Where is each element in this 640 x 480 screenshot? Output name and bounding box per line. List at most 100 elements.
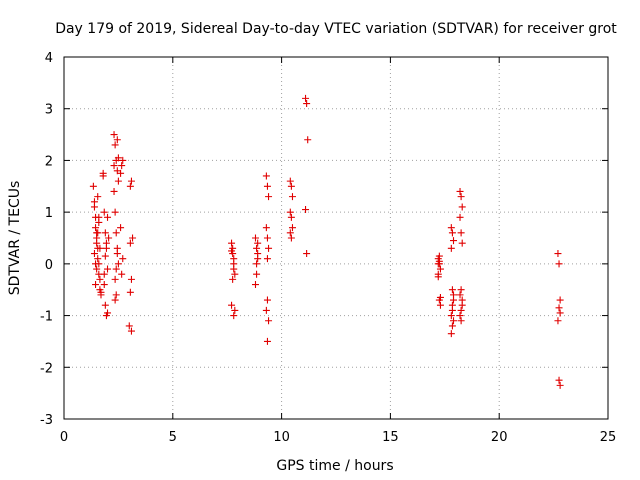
data-point [555, 260, 563, 268]
data-point [126, 182, 134, 190]
data-point [99, 169, 107, 177]
data-point [90, 250, 98, 258]
data-point [253, 244, 261, 252]
data-point [101, 252, 109, 260]
data-point [555, 304, 563, 312]
data-point [265, 244, 273, 252]
data-point [448, 306, 456, 314]
data-point [113, 250, 121, 258]
data-point [110, 131, 118, 139]
data-point [434, 260, 442, 268]
y-tick-label: 2 [45, 154, 53, 169]
y-tick-label: 3 [45, 103, 53, 118]
data-point [262, 306, 270, 314]
y-axis-title: SDTVAR / TECUs [7, 181, 23, 296]
data-point [286, 229, 294, 237]
data-point [97, 288, 105, 296]
data-point [253, 260, 261, 268]
y-tick-label: -3 [40, 413, 53, 428]
data-point [117, 169, 125, 177]
data-point [447, 244, 455, 252]
y-tick-label: 1 [45, 206, 53, 221]
data-point [457, 229, 465, 237]
data-point [114, 260, 122, 268]
data-point [125, 322, 133, 330]
data-point [287, 234, 295, 242]
data-point [458, 239, 466, 247]
x-axis-title: GPS time / hours [276, 458, 393, 474]
data-point [102, 239, 110, 247]
data-point [456, 312, 464, 320]
data-point [251, 234, 259, 242]
chart-title: Day 179 of 2019, Sidereal Day-to-day VTE… [55, 21, 617, 37]
data-point [94, 255, 102, 263]
data-point [448, 229, 456, 237]
data-point [436, 265, 444, 273]
data-point [127, 275, 135, 283]
data-point [100, 208, 108, 216]
data-point [287, 182, 295, 190]
data-point [251, 281, 259, 289]
data-point [92, 260, 100, 268]
data-point [94, 229, 102, 237]
data-point [287, 213, 295, 221]
data-point [92, 281, 100, 289]
data-point [114, 177, 122, 185]
data-point [448, 322, 456, 330]
data-point [94, 193, 102, 201]
y-tick-label: 4 [45, 51, 53, 66]
data-point [110, 187, 118, 195]
data-point [101, 301, 109, 309]
data-point [456, 187, 464, 195]
data-point [457, 317, 465, 325]
data-point [113, 136, 121, 144]
data-point [303, 250, 311, 258]
y-tick-label: -1 [40, 310, 53, 325]
grid [64, 57, 608, 419]
data-point [90, 203, 98, 211]
data-point [119, 255, 127, 263]
data-point [303, 100, 311, 108]
data-point [126, 288, 134, 296]
data-point [457, 193, 465, 201]
data-point [288, 224, 296, 232]
data-point [118, 162, 126, 170]
data-point [262, 224, 270, 232]
data-point [127, 327, 135, 335]
data-point [447, 330, 455, 338]
data-point [104, 309, 112, 317]
data-point [111, 141, 119, 149]
data-points [89, 94, 564, 389]
data-point [96, 275, 104, 283]
data-point [112, 265, 120, 273]
data-point [286, 177, 294, 185]
data-point [457, 286, 465, 294]
data-point [112, 291, 120, 299]
data-point [436, 301, 444, 309]
data-point [119, 156, 127, 164]
data-point [263, 182, 271, 190]
data-point [556, 381, 564, 389]
data-point [230, 312, 238, 320]
y-tick-label: 0 [45, 258, 53, 273]
data-point [126, 239, 134, 247]
data-point [254, 239, 262, 247]
data-point [436, 293, 444, 301]
data-point [101, 229, 109, 237]
data-point [555, 376, 563, 384]
data-point [263, 234, 271, 242]
data-point [230, 255, 238, 263]
data-point [228, 301, 236, 309]
data-point [263, 337, 271, 345]
data-point [265, 317, 273, 325]
axis-ticks: 0 5 10 15 20 25 -3 -2 -1 0 1 2 3 4 [40, 51, 616, 445]
data-point [263, 296, 271, 304]
data-point [263, 255, 271, 263]
data-point [228, 247, 236, 255]
data-point [286, 208, 294, 216]
data-point [302, 94, 310, 102]
data-point [457, 306, 465, 314]
data-point [456, 213, 464, 221]
data-point [118, 270, 126, 278]
data-point [95, 213, 103, 221]
